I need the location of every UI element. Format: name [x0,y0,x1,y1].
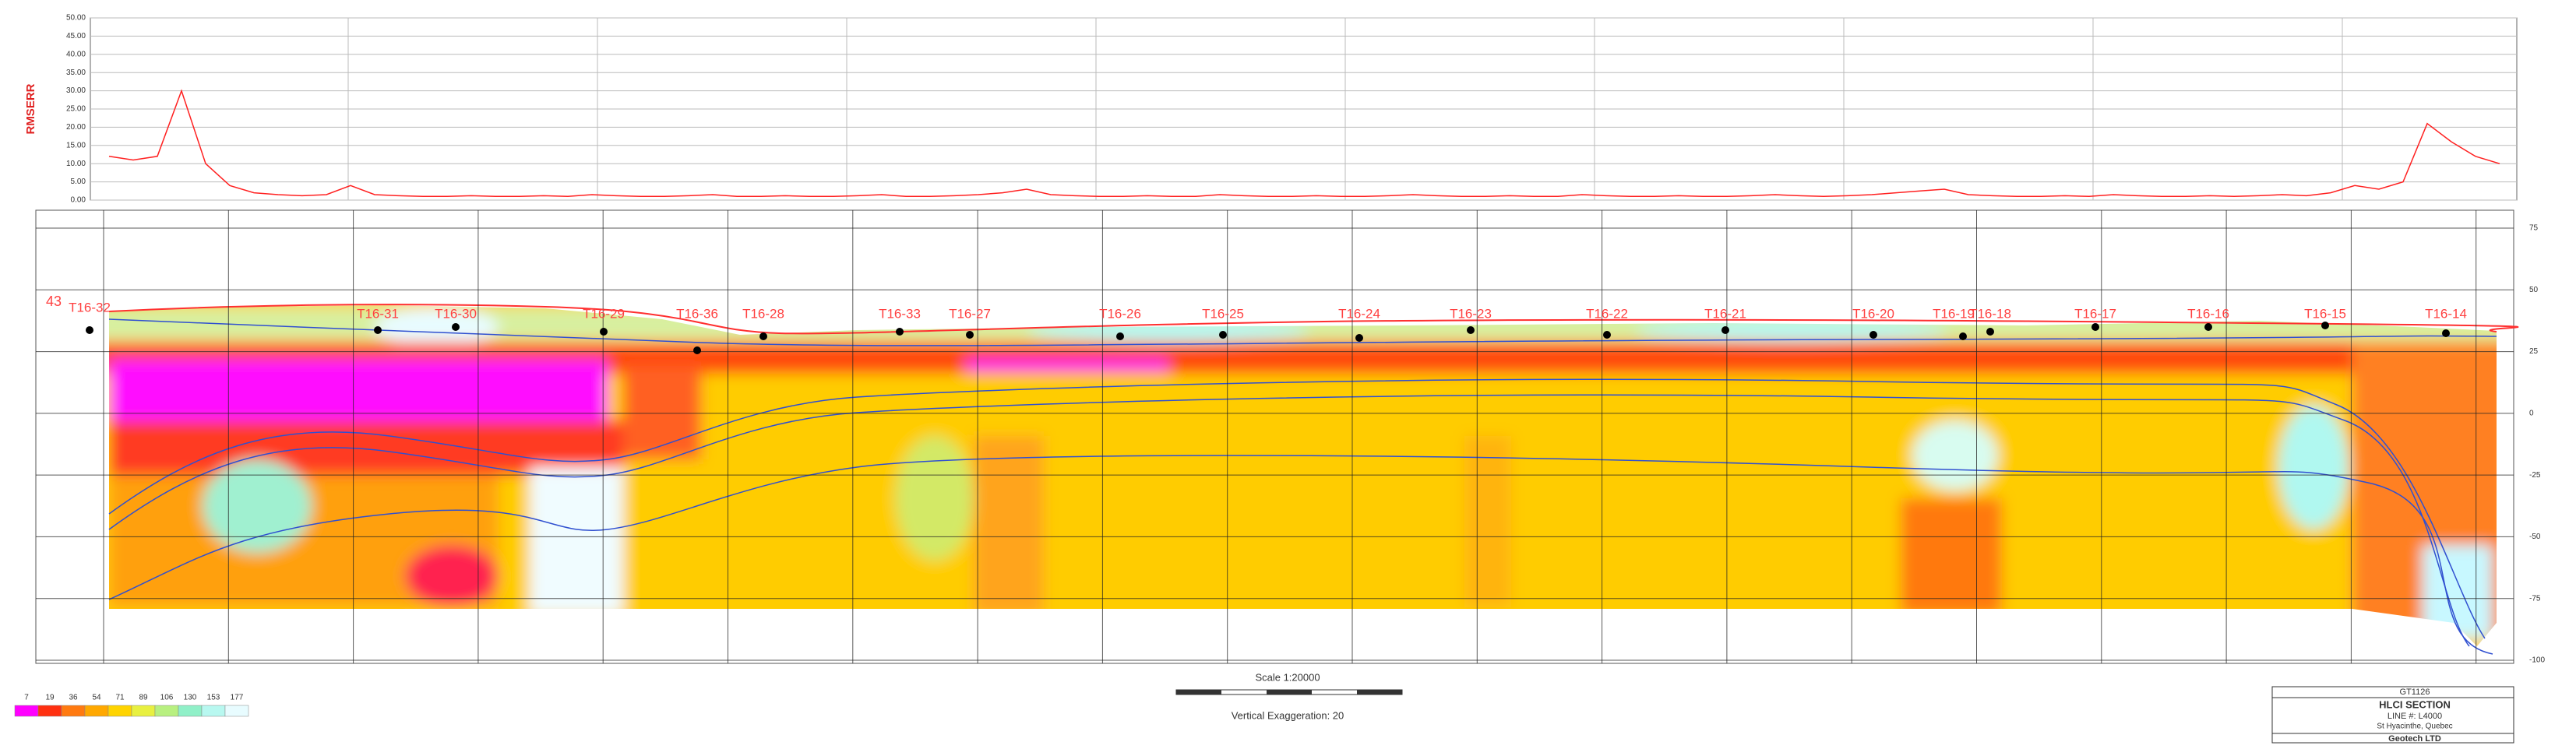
station-label: T16-18 [1969,306,2011,321]
station-label: T16-26 [1099,306,1141,321]
y-tick-label: 25 [2529,347,2539,356]
project-id: GT1126 [2400,687,2430,697]
legend-label: 106 [160,694,174,702]
station-marker [86,326,93,334]
y-tick-label: 45.00 [66,32,86,40]
station-marker [1869,331,1877,339]
contour [108,378,2486,639]
y-tick-label: 50.00 [66,14,86,23]
station-label: T16-27 [949,306,991,321]
station-label: T16-31 [357,306,399,321]
station-marker [2204,323,2212,331]
legend-swatch [178,705,203,717]
y-tick-label: -75 [2529,594,2541,603]
station-marker [1355,334,1363,342]
station-label: T16-19 [1933,306,1975,321]
station-marker [896,328,904,336]
station-marker [759,332,767,340]
y-tick-label: 50 [2529,286,2539,294]
left-label: 43 [46,294,62,309]
title-block: GT1126 HLCI SECTION LINE #: L4000 St Hya… [2271,686,2514,744]
station-marker [374,326,382,334]
station-label: T16-21 [1704,306,1746,321]
legend-swatch [131,705,156,717]
station-label: T16-24 [1338,306,1380,321]
legend-label: 89 [139,694,148,702]
y-tick-label: -50 [2529,533,2541,541]
line-id: LINE #: L4000 [2387,712,2442,721]
station-label: T16-20 [1852,306,1894,321]
station-marker [1467,326,1475,334]
legend-swatch [154,705,179,717]
y-tick-label: 40.00 [66,50,86,58]
y-tick-label: 0.00 [71,196,86,205]
legend-swatch [224,705,249,717]
station-marker [1959,332,1967,340]
y-tick-label: 35.00 [66,69,86,77]
y-tick-label: -25 [2529,471,2541,480]
station-label: T16-28 [742,306,784,321]
station-marker [2091,323,2099,331]
legend-label: 177 [231,694,244,702]
station-label: T16-17 [2074,306,2116,321]
legend-swatch [84,705,109,717]
legend-swatch [37,705,62,717]
legend-swatch [107,705,132,717]
y-tick-label: 5.00 [71,178,86,186]
y-tick-label: 10.00 [66,160,86,168]
station-label: T16-30 [435,306,477,321]
station-label: T16-14 [2425,306,2467,321]
legend-swatch [14,705,39,717]
scale-text: Scale 1:20000 [1255,671,1320,683]
station-label: T16-16 [2187,306,2229,321]
station-marker [2321,322,2329,329]
y-tick-label: 30.00 [66,86,86,95]
vertical-exaggeration: Vertical Exaggeration: 20 [1232,709,1344,721]
station-marker [966,331,974,339]
legend-swatch [61,705,86,717]
station-marker [1721,326,1729,334]
legend-label: 7 [24,694,29,702]
station-marker [1603,331,1611,339]
legend-label: 36 [69,694,78,702]
station-marker [452,323,460,331]
section-vertical-grid [103,210,2477,663]
scale-bar [1175,689,1403,695]
y-axis-label: RMSERR [24,83,37,134]
legend-label: 153 [207,694,220,702]
station-label: T16-33 [879,306,921,321]
contour [108,318,2497,346]
station-label: T16-25 [1202,306,1244,321]
y-tick-label: 15.00 [66,141,86,149]
station-label: T16-23 [1450,306,1492,321]
company: Geotech LTD [2388,734,2441,744]
station-marker [693,346,701,354]
station-label: T16-32 [69,300,111,315]
station-label: T16-36 [676,306,718,321]
legend-label: 54 [92,694,101,702]
station-marker [1986,328,1994,336]
station-label: T16-22 [1586,306,1628,321]
station-marker [600,328,608,336]
y-tick-label: 75 [2529,224,2539,233]
station-marker [1116,332,1124,340]
legend-label: 71 [115,694,125,702]
place: St Hyacinthe, Quebec [2377,723,2452,731]
station-label: T16-29 [583,306,625,321]
topography [108,304,2519,335]
y-tick-label: -100 [2529,656,2545,665]
station-label: T16-15 [2304,306,2346,321]
legend-label: 19 [45,694,55,702]
block-title: HLCI SECTION [2379,698,2451,710]
contour [108,455,2493,655]
legend-swatch [201,705,226,717]
y-tick-label: 0 [2529,409,2534,417]
y-tick-label: 20.00 [66,123,86,132]
station-marker [1219,331,1227,339]
y-tick-label: 25.00 [66,105,86,114]
rmserr-line [108,89,2500,198]
legend-label: 130 [184,694,197,702]
station-marker [2442,329,2450,337]
